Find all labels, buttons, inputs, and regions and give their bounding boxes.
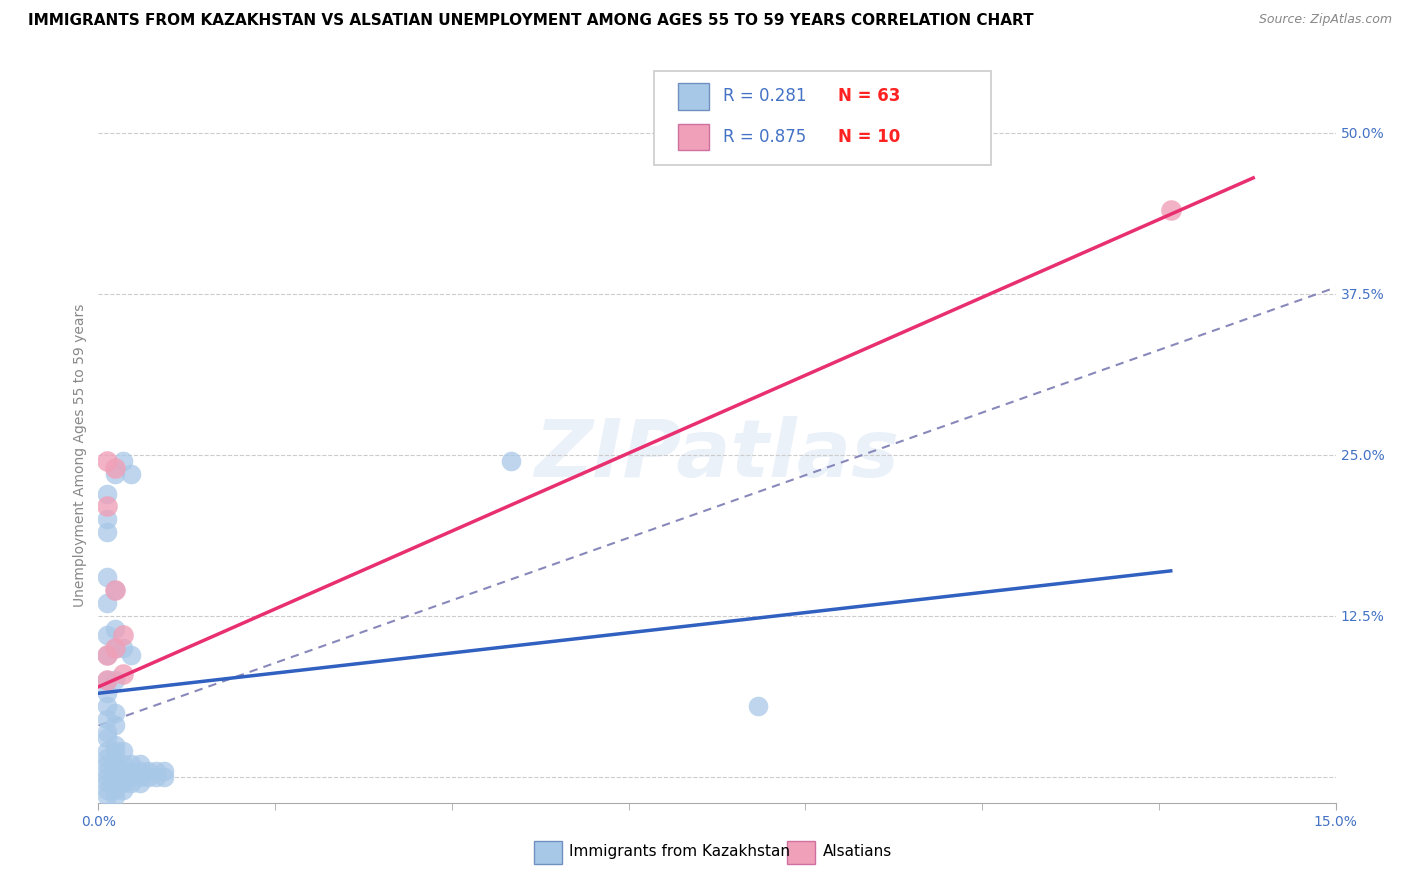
Point [96, 512, 118, 526]
Text: Immigrants from Kazakhstan: Immigrants from Kazakhstan [569, 845, 790, 859]
Point [96, 725, 118, 739]
Point [96, 570, 118, 584]
Point [153, 770, 176, 784]
Point [104, 583, 127, 598]
Point [96, 764, 118, 778]
Point [96, 648, 118, 662]
Point [96, 744, 118, 758]
Text: IMMIGRANTS FROM KAZAKHSTAN VS ALSATIAN UNEMPLOYMENT AMONG AGES 55 TO 59 YEARS CO: IMMIGRANTS FROM KAZAKHSTAN VS ALSATIAN U… [28, 13, 1033, 29]
Point [112, 454, 135, 468]
Point [104, 789, 127, 804]
Point [96, 789, 118, 804]
Point [136, 770, 159, 784]
Point [112, 641, 135, 656]
Point [145, 764, 167, 778]
Point [120, 770, 142, 784]
Point [96, 454, 118, 468]
Text: R = 0.875: R = 0.875 [723, 128, 806, 146]
Point [96, 673, 118, 688]
Point [145, 770, 167, 784]
Point [104, 706, 127, 720]
Point [104, 783, 127, 797]
Point [96, 500, 118, 514]
Text: Source: ZipAtlas.com: Source: ZipAtlas.com [1258, 13, 1392, 27]
Point [104, 738, 127, 752]
Point [104, 764, 127, 778]
Point [120, 764, 142, 778]
Point [128, 757, 150, 772]
Point [128, 764, 150, 778]
Point [96, 783, 118, 797]
Point [96, 757, 118, 772]
Point [96, 750, 118, 764]
Point [96, 731, 118, 746]
Point [104, 744, 127, 758]
Point [96, 699, 118, 714]
Point [96, 596, 118, 610]
Point [120, 757, 142, 772]
Point [104, 750, 127, 764]
Point [120, 648, 142, 662]
Point [104, 583, 127, 598]
Point [96, 673, 118, 688]
Point [120, 776, 142, 790]
Point [136, 764, 159, 778]
Point [153, 764, 176, 778]
Point [104, 622, 127, 636]
Text: ZIPatlas: ZIPatlas [534, 416, 900, 494]
Point [112, 667, 135, 681]
Point [96, 712, 118, 726]
Point [112, 628, 135, 642]
Point [104, 757, 127, 772]
Point [104, 467, 127, 482]
Point [104, 641, 127, 656]
Point [747, 699, 769, 714]
Point [128, 776, 150, 790]
Point [96, 486, 118, 500]
Point [112, 757, 135, 772]
Point [96, 628, 118, 642]
Point [104, 718, 127, 732]
Text: R = 0.281: R = 0.281 [723, 87, 806, 105]
Point [104, 641, 127, 656]
Point [104, 460, 127, 475]
Point [96, 648, 118, 662]
Text: N = 10: N = 10 [838, 128, 900, 146]
Point [112, 744, 135, 758]
Y-axis label: Unemployment Among Ages 55 to 59 years: Unemployment Among Ages 55 to 59 years [73, 303, 87, 607]
Point [112, 770, 135, 784]
Point [128, 770, 150, 784]
Point [120, 467, 142, 482]
Text: Alsatians: Alsatians [823, 845, 891, 859]
Point [499, 454, 522, 468]
Point [112, 764, 135, 778]
Point [104, 770, 127, 784]
Point [96, 686, 118, 700]
Point [112, 776, 135, 790]
Point [96, 770, 118, 784]
Point [96, 525, 118, 540]
Text: N = 63: N = 63 [838, 87, 900, 105]
Point [96, 776, 118, 790]
Point [112, 783, 135, 797]
Point [1160, 203, 1182, 218]
Point [104, 673, 127, 688]
Point [104, 776, 127, 790]
